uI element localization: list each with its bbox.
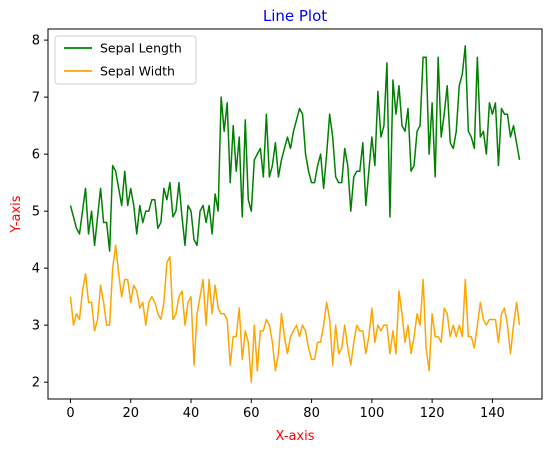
x-tick-label: 0 <box>66 406 74 421</box>
ticks-layer: 0 20 40 60 80 100 120 140 2 3 4 5 6 7 8 <box>32 34 505 421</box>
x-tick-label: 20 <box>122 406 139 421</box>
x-tick-label: 100 <box>359 406 384 421</box>
x-tick-label: 80 <box>303 406 320 421</box>
series-line-sepal-length <box>69 45 521 252</box>
chart-title: Line Plot <box>263 7 327 25</box>
y-tick-label: 4 <box>32 262 40 277</box>
y-axis-label: Y-axis <box>9 195 24 233</box>
series-line-sepal-width <box>69 244 521 383</box>
legend-label-sepal-width: Sepal Width <box>100 64 175 79</box>
plot-frame <box>47 28 543 400</box>
legend-label-sepal-length: Sepal Length <box>100 41 182 56</box>
x-axis-label: X-axis <box>276 429 315 444</box>
y-tick-label: 5 <box>32 205 40 220</box>
legend: Sepal Length Sepal Width <box>54 35 197 85</box>
y-tick-label: 2 <box>32 376 40 391</box>
y-tick-label: 7 <box>32 91 40 106</box>
x-tick-label: 60 <box>243 406 260 421</box>
series-layer <box>69 45 521 383</box>
x-tick-label: 40 <box>183 406 200 421</box>
y-tick-label: 3 <box>32 319 40 334</box>
x-tick-label: 140 <box>480 406 505 421</box>
y-tick-label: 8 <box>32 34 40 49</box>
x-tick-label: 120 <box>420 406 445 421</box>
y-tick-label: 6 <box>32 148 40 163</box>
